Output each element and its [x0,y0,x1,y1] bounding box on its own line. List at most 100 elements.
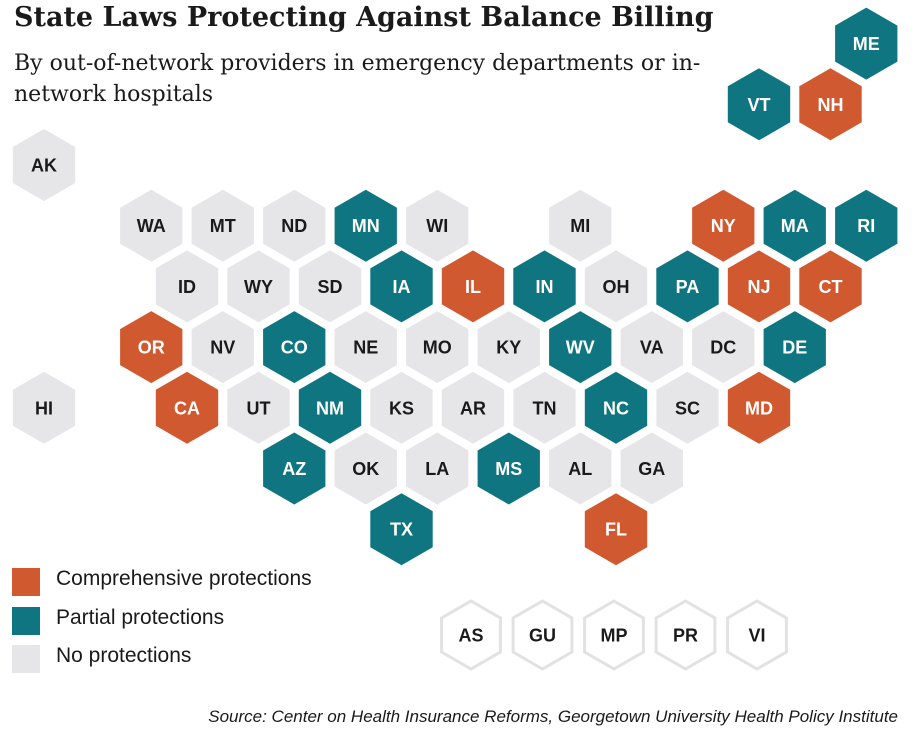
state-hex-ak: AK [12,129,76,201]
state-hex-co-label: CO [281,338,308,358]
state-hex-ok-label: OK [352,459,379,479]
state-hex-wa: WA [120,189,183,262]
state-hex-ok: OK [334,432,397,505]
state-hex-ma: MA [763,189,826,262]
state-hex-nh-shape [799,68,862,141]
state-hex-ut: UT [227,371,290,444]
state-hex-tx-label: TX [390,520,413,540]
state-hex-ky: KY [477,311,540,384]
state-hex-layer: AK ME VT NH WA MT ND MN WI MI NY MA RI ID WY SD IA IL IN OH… [12,7,898,566]
territory-hex-gu-shape [511,599,574,671]
state-hex-nv: NV [191,311,254,384]
state-hex-fl-label: FL [605,520,627,540]
legend-label-partial: Partial protections [56,605,225,629]
state-hex-in-label: IN [536,277,554,297]
state-hex-ri-label: RI [857,216,875,236]
state-hex-mn-label: MN [352,216,380,236]
state-hex-ca: CA [155,371,219,444]
state-hex-wi: WI [406,189,469,262]
state-hex-co: CO [263,311,326,384]
state-hex-ga-shape [620,432,683,505]
state-hex-ct: CT [799,250,862,323]
territory-hex-mp: MP [583,599,645,671]
state-hex-vt: VT [727,68,791,141]
state-hex-nh-label: NH [818,95,844,115]
territory-hex-pr-label: PR [673,626,698,646]
state-hex-tx: TX [370,493,433,566]
state-hex-nv-label: NV [210,338,235,358]
state-hex-nd-label: ND [281,216,307,236]
state-hex-ne: NE [334,311,397,384]
state-hex-il: IL [441,250,505,323]
state-hex-ar-label: AR [460,398,486,418]
state-hex-mo-shape [406,311,469,384]
state-hex-ia: IA [370,250,433,323]
state-hex-sc-label: SC [675,398,700,418]
state-hex-ne-label: NE [353,338,378,358]
state-hex-nh: NH [799,68,862,141]
state-hex-ri: RI [835,189,898,262]
territory-hex-vi: VI [726,599,788,671]
state-hex-md: MD [727,371,791,444]
state-hex-mn-shape [334,189,397,262]
state-hex-mi-label: MI [570,216,590,236]
state-hex-id-label: ID [178,277,196,297]
state-hex-ga: GA [620,432,683,505]
state-hex-ga-label: GA [638,459,665,479]
state-hex-hi-label: HI [35,398,53,418]
state-hex-sc: SC [656,371,719,444]
state-hex-wa-label: WA [137,216,166,236]
state-hex-co-shape [263,311,326,384]
state-hex-nv-shape [191,311,254,384]
state-hex-wv: WV [549,311,612,384]
state-hex-hi: HI [12,371,76,444]
territory-hex-gu-label: GU [529,626,556,646]
state-hex-ky-shape [477,311,540,384]
state-hex-nc-label: NC [603,398,629,418]
state-hex-ak-label: AK [31,156,57,176]
state-hex-az: AZ [263,432,326,505]
state-hex-al: AL [549,432,612,505]
legend-swatch-none [12,645,40,673]
state-hex-ok-shape [334,432,397,505]
territory-hex-pr-shape [654,599,717,671]
state-hex-wy-shape [227,250,290,323]
state-hex-sd-shape [298,250,362,323]
state-hex-me: ME [835,7,898,80]
state-hex-az-shape [263,432,326,505]
state-hex-ms: MS [477,432,540,505]
state-hex-fl: FL [584,493,648,566]
legend-label-none: No protections [56,644,192,667]
territory-hex-mp-shape [583,599,645,671]
state-hex-nd: ND [263,189,326,262]
state-hex-ms-label: MS [495,459,522,479]
territory-hex-as: AS [440,599,502,671]
territory-hex-vi-shape [726,599,788,671]
state-hex-mn: MN [334,189,397,262]
state-hex-wa-shape [120,189,183,262]
state-hex-fl-shape [584,493,648,566]
state-hex-vt-shape [727,68,791,141]
state-hex-oh: OH [584,250,648,323]
state-hex-ma-shape [763,189,826,262]
legend-swatch-partial [12,606,40,635]
state-hex-oh-label: OH [603,277,630,297]
state-hex-ny: NY [692,189,755,262]
state-hex-mt: MT [191,189,254,262]
state-hex-wy: WY [227,250,290,323]
state-hex-tn-label: TN [533,398,557,418]
state-hex-nd-shape [263,189,326,262]
state-hex-nm: NM [298,371,362,444]
source-note: Source: Center on Health Insurance Refor… [208,707,898,726]
state-hex-id: ID [155,250,219,323]
state-hex-id-shape [155,250,219,323]
state-hex-pa-label: PA [676,277,700,297]
state-hex-or: OR [120,311,183,384]
state-hex-wi-shape [406,189,469,262]
state-hex-md-label: MD [745,398,773,418]
territory-hex-as-shape [440,599,502,671]
state-hex-ia-shape [370,250,433,323]
state-hex-pa: PA [656,250,719,323]
state-hex-de-label: DE [782,338,807,358]
state-hex-ks: KS [370,371,433,444]
